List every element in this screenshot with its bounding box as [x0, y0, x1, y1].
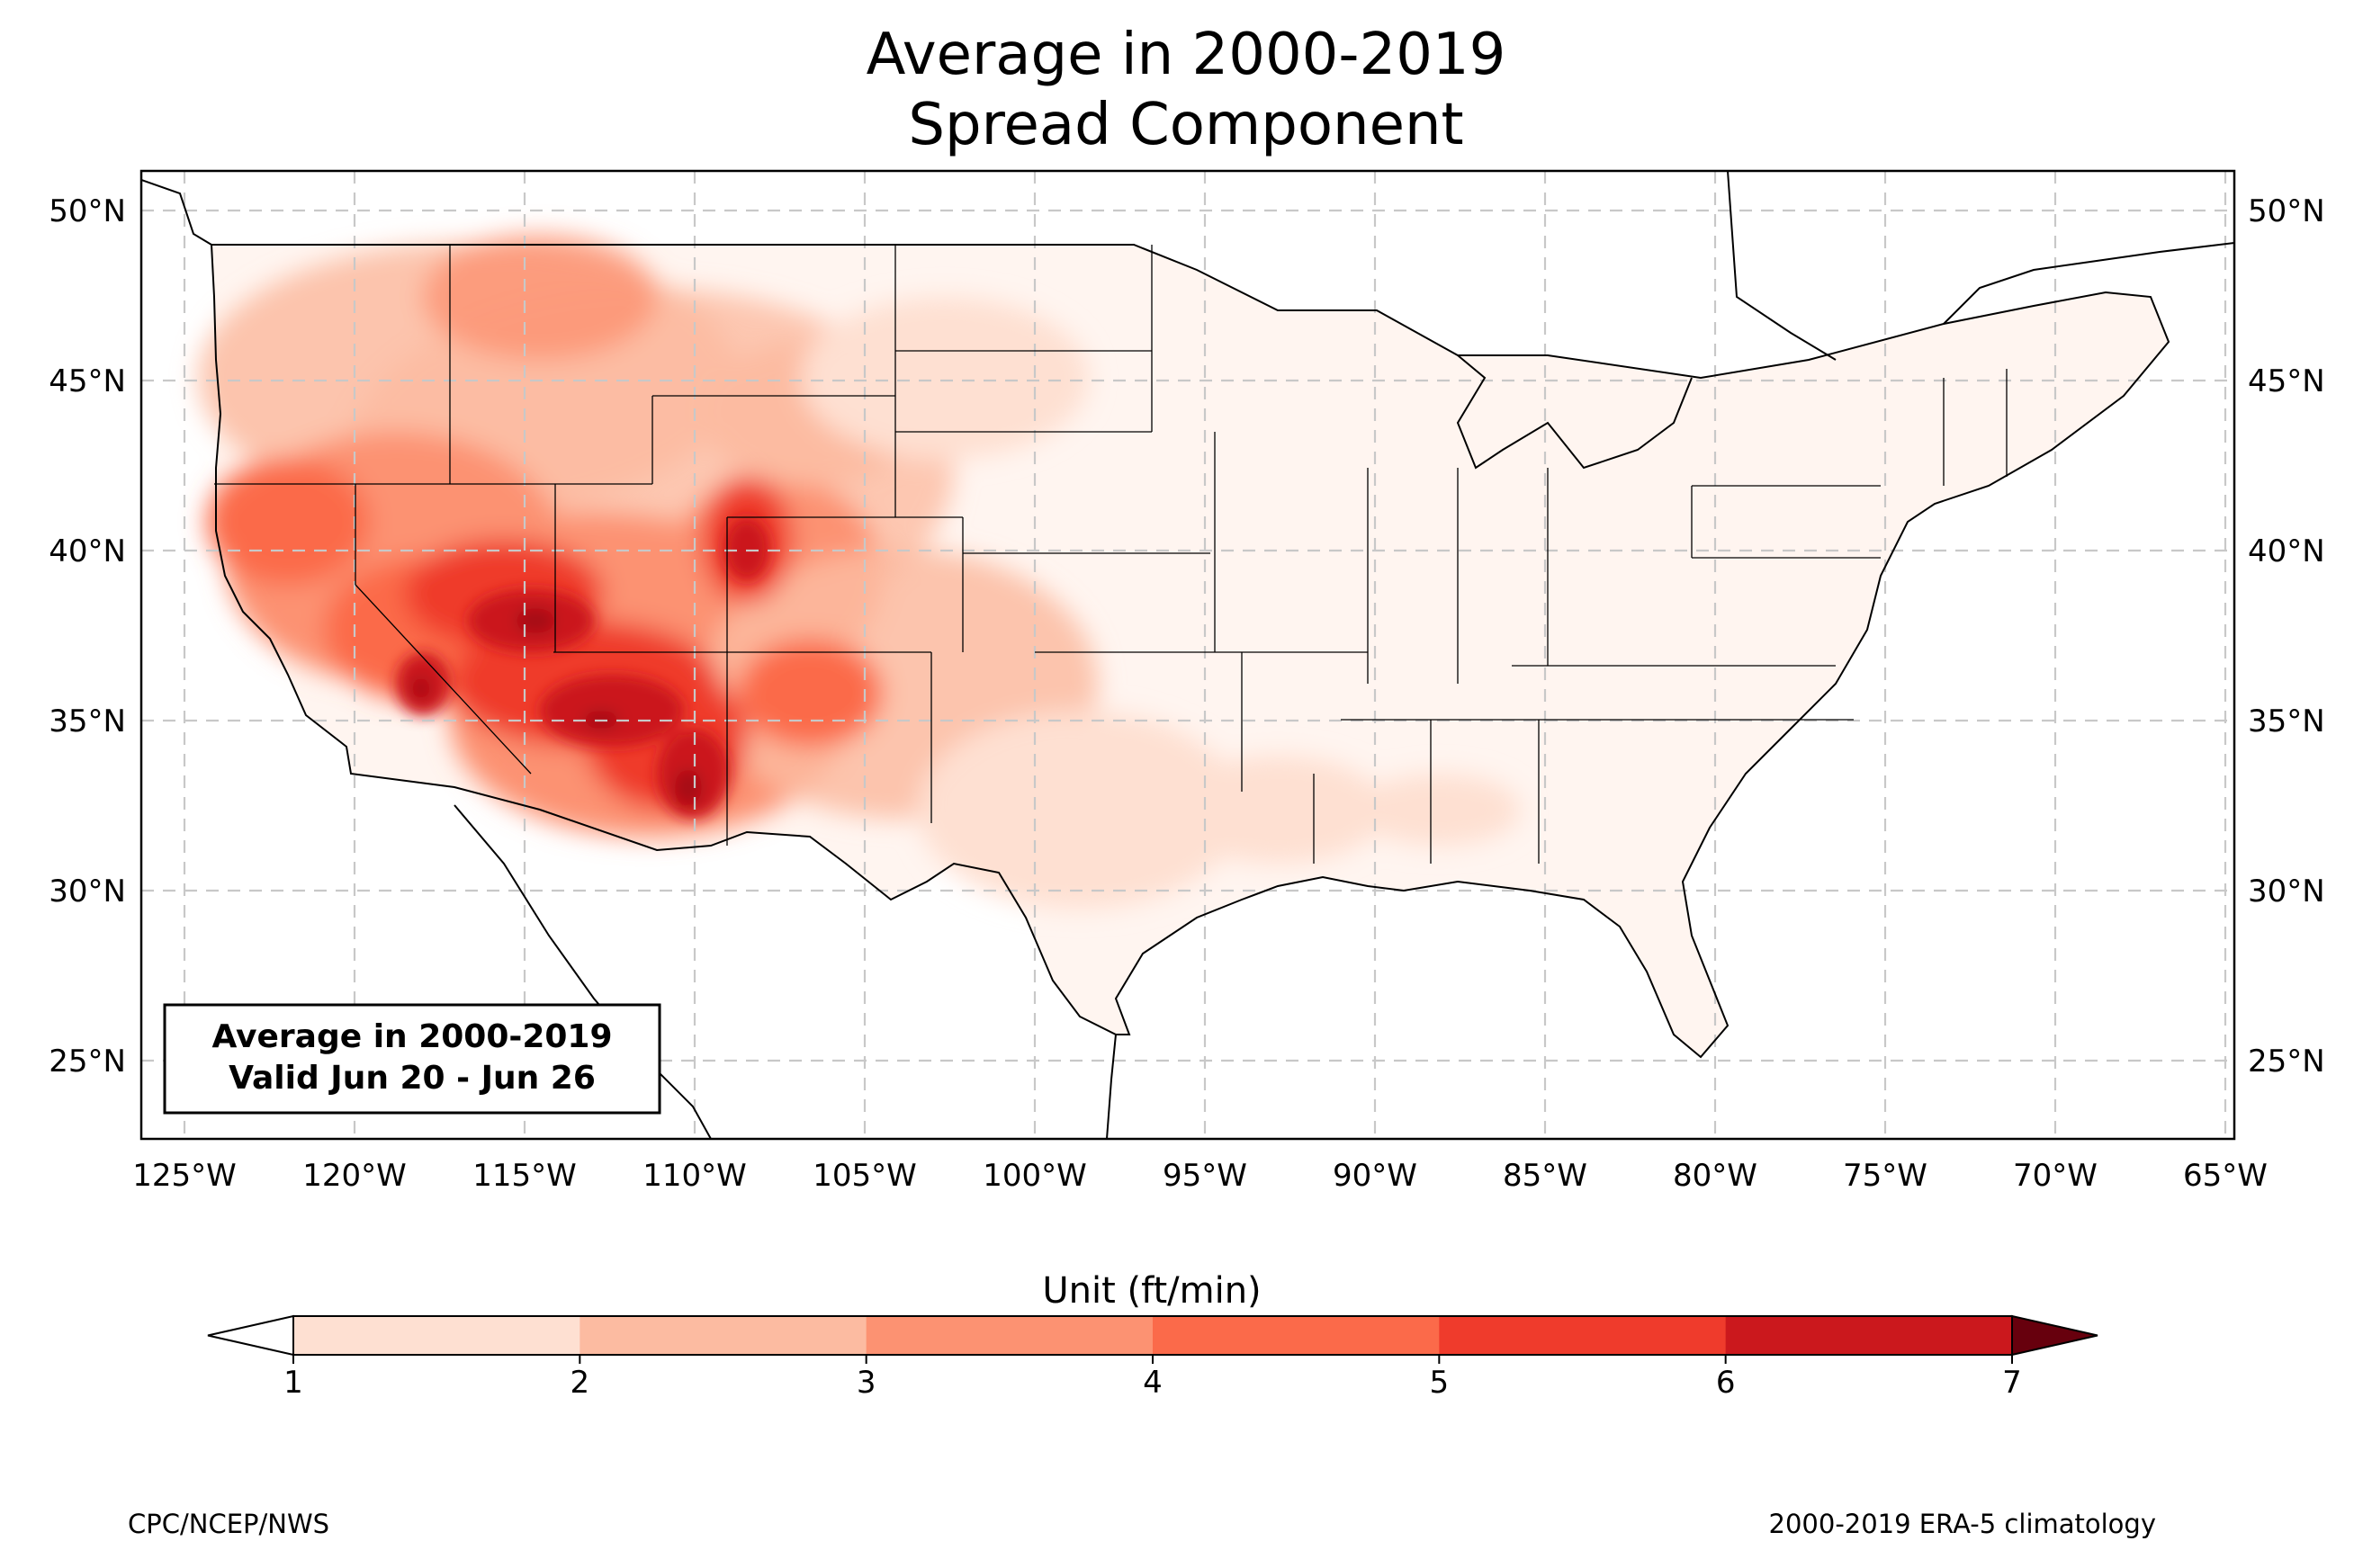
- colorbar-tick-label: 3: [857, 1365, 876, 1401]
- colorbar-tick-label: 5: [1430, 1365, 1450, 1401]
- colorbar-over-extension: [2011, 1314, 2098, 1357]
- map-frame: [139, 169, 2236, 1141]
- lat-label: 45°N: [49, 363, 126, 399]
- lon-label: 100°W: [983, 1158, 1087, 1194]
- lat-label: 50°N: [2248, 193, 2325, 229]
- info-box-line2: Valid Jun 20 - Jun 26: [229, 1060, 596, 1097]
- stlawrence: [1943, 242, 2234, 325]
- info-box: Average in 2000-2019 Valid Jun 20 - Jun …: [163, 1003, 661, 1115]
- lat-label: 35°N: [2248, 703, 2325, 739]
- colorbar-segment: [1153, 1316, 1440, 1355]
- lat-label: 30°N: [49, 874, 126, 909]
- lat-label: 25°N: [49, 1044, 126, 1080]
- lon-label: 85°W: [1503, 1158, 1587, 1194]
- conus-outline: [210, 244, 2170, 1059]
- lon-label: 75°W: [1843, 1158, 1927, 1194]
- baja-coast: [454, 804, 712, 1139]
- lon-label: 115°W: [472, 1158, 577, 1194]
- colorbar: Unit (ft/min) 1 2 3 4 5 6 7: [207, 1270, 2098, 1401]
- lon-label: 70°W: [2013, 1158, 2098, 1194]
- lon-label: 125°W: [132, 1158, 237, 1194]
- lon-label: 120°W: [302, 1158, 407, 1194]
- map-title-line1: Average in 2000-2019: [867, 22, 1506, 88]
- colorbar-segment: [1439, 1316, 1727, 1355]
- colorbar-segments: [207, 1314, 2098, 1357]
- mexico-coast: [1106, 1034, 1117, 1139]
- lon-label: 65°W: [2183, 1158, 2268, 1194]
- lat-label: 25°N: [2248, 1044, 2325, 1080]
- lon-label: 105°W: [813, 1158, 917, 1194]
- colorbar-tick-label: 6: [1716, 1365, 1736, 1401]
- canada-border-west: [141, 179, 212, 246]
- colorbar-segment: [1725, 1316, 2013, 1355]
- info-box-line1: Average in 2000-2019: [211, 1018, 612, 1055]
- colorbar-tick-label: 1: [283, 1365, 303, 1401]
- great-lakes: [1456, 354, 1693, 470]
- lat-labels-right: 50°N 45°N 40°N 35°N 30°N 25°N: [2248, 193, 2325, 1080]
- lon-label: 90°W: [1333, 1158, 1417, 1194]
- colorbar-segment: [293, 1316, 580, 1355]
- lat-labels-left: 50°N 45°N 40°N 35°N 30°N 25°N: [49, 193, 126, 1080]
- colorbar-under-extension: [207, 1314, 294, 1357]
- state-borders: [214, 245, 2008, 864]
- spread-component-core: [396, 517, 769, 819]
- lat-label: 40°N: [49, 533, 126, 569]
- credit-left: CPC/NCEP/NWS: [128, 1509, 329, 1539]
- lat-label: 30°N: [2248, 874, 2325, 909]
- colorbar-tick-label: 7: [2002, 1365, 2022, 1401]
- lat-label: 40°N: [2248, 533, 2325, 569]
- credit-right: 2000-2019 ERA-5 climatology: [1769, 1509, 2156, 1539]
- lon-label: 80°W: [1673, 1158, 1757, 1194]
- lat-label: 50°N: [49, 193, 126, 229]
- coastlines-borders: [141, 171, 2234, 1139]
- colorbar-tick-label: 2: [571, 1365, 590, 1401]
- lon-labels: 125°W 120°W 115°W 110°W 105°W 100°W 95°W…: [132, 1158, 2268, 1194]
- lat-label: 45°N: [2248, 363, 2325, 399]
- lat-label: 35°N: [49, 703, 126, 739]
- canada-east: [1727, 171, 1837, 361]
- colorbar-segment: [580, 1316, 867, 1355]
- colorbar-title: Unit (ft/min): [1042, 1270, 1261, 1312]
- colorbar-ticks: 1 2 3 4 5 6 7: [283, 1355, 2022, 1401]
- colorbar-segment: [866, 1316, 1154, 1355]
- lon-label: 95°W: [1163, 1158, 1247, 1194]
- map-title-line2: Spread Component: [908, 92, 1463, 158]
- colorbar-tick-label: 4: [1143, 1365, 1163, 1401]
- lon-label: 110°W: [642, 1158, 747, 1194]
